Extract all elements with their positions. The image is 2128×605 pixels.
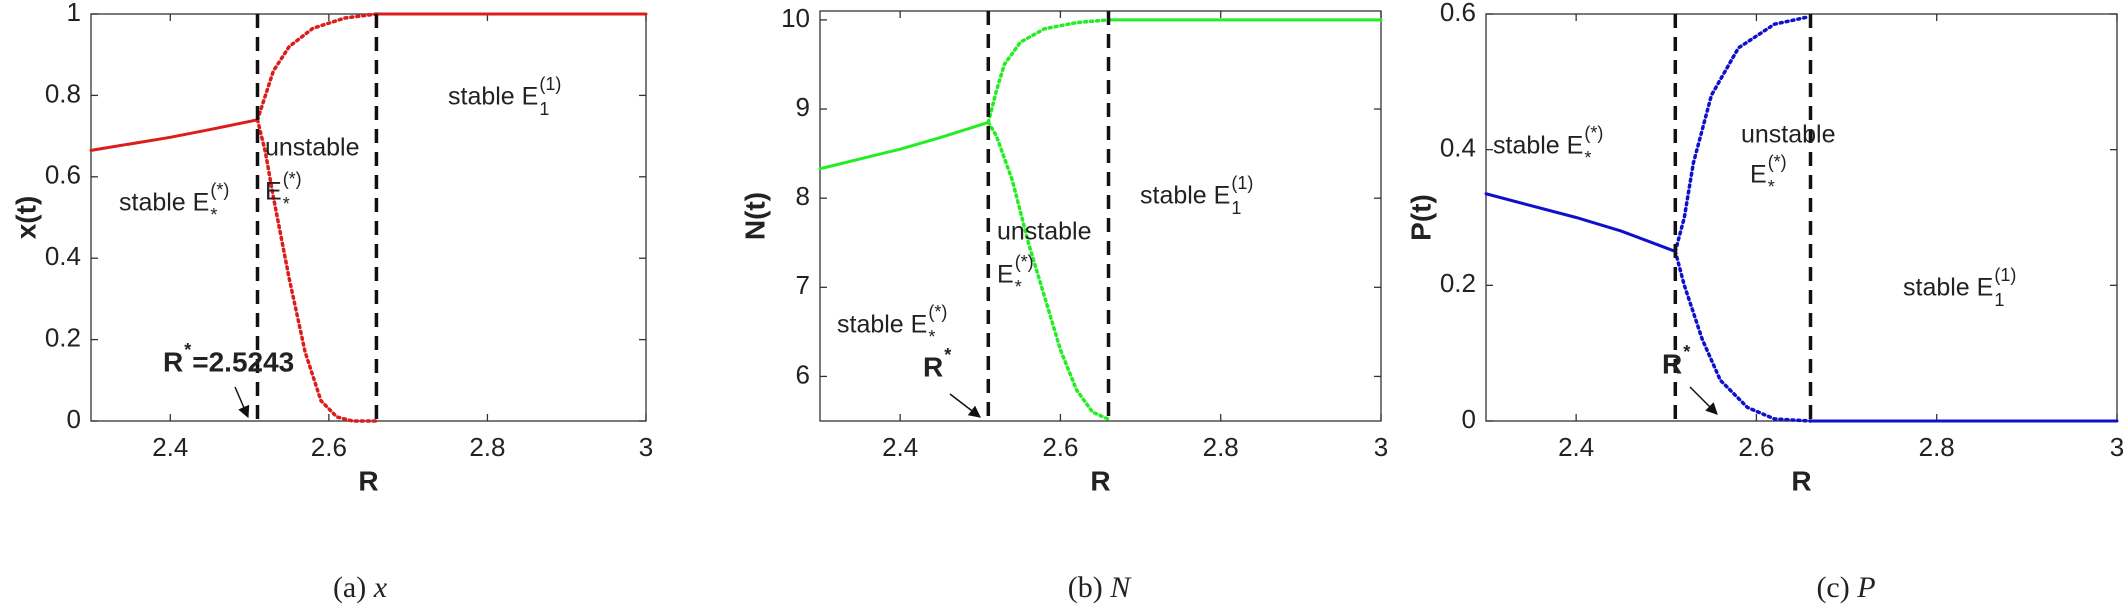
annotation-sup: (*) (928, 302, 947, 322)
y-tick-label: 0.6 (45, 160, 81, 190)
x-tick-label: 3 (1374, 432, 1388, 462)
x-tick-label: 2.6 (1042, 432, 1078, 462)
annotation: stable E (837, 311, 927, 339)
series-line (255, 12, 379, 122)
annotation-tail: =2.5243 (192, 346, 294, 377)
y-tick-label: 0.8 (45, 78, 81, 108)
annotation-sup: (1) (539, 74, 561, 94)
x-tick-label: 2.4 (882, 432, 918, 462)
annotation-sup: (*) (1768, 152, 1787, 172)
annotation-arrow (234, 386, 250, 419)
annotation: unstable (1741, 121, 1836, 149)
series-line (986, 120, 1111, 421)
y-tick-label: 0.4 (45, 241, 81, 271)
annotation: E (1750, 161, 1767, 189)
y-axis-label: N(t) (739, 192, 770, 240)
y-tick-label: 0.6 (1440, 0, 1476, 27)
annotation-sup: (*) (1584, 123, 1603, 143)
annotation-arrow (949, 393, 981, 418)
y-axis-label: x(t) (10, 196, 41, 240)
y-tick-label: 0.4 (1440, 133, 1476, 163)
annotation-sup: (1) (1231, 173, 1253, 193)
x-tick-label: 2.4 (152, 432, 188, 462)
caption-var: x (373, 571, 388, 604)
x-tick-label: 2.6 (311, 432, 347, 462)
y-tick-label: 10 (781, 3, 810, 33)
x-axis-label: R (1090, 465, 1110, 496)
annotation: stable E (119, 189, 209, 217)
x-axis-label: R (358, 465, 378, 496)
x-tick-label: 2.8 (469, 432, 505, 462)
x-tick-label: 2.8 (1203, 432, 1239, 462)
x-tick-label: 2.6 (1738, 432, 1774, 462)
annotation: R (1662, 348, 1682, 379)
x-tick-label: 2.4 (1558, 432, 1594, 462)
series-line (1673, 15, 1808, 254)
x-tick-label: 3 (2110, 432, 2124, 462)
series-line (89, 118, 259, 152)
y-tick-label: 1 (67, 0, 81, 27)
annotation-sub: * (1768, 177, 1775, 197)
annotation: stable E (1903, 274, 1993, 302)
annotation-sup: (*) (1015, 252, 1034, 272)
plot-area (819, 10, 1382, 422)
series-line (818, 120, 990, 171)
x-tick-label: 2.8 (1919, 432, 1955, 462)
annotation-arrow (1689, 386, 1718, 415)
y-tick-label: 0.2 (45, 322, 81, 352)
series-line (986, 18, 1111, 125)
y-tick-label: 9 (796, 92, 810, 122)
caption-label: (a) (333, 571, 366, 604)
x-tick-label: 3 (639, 432, 653, 462)
annotation: stable E (1493, 132, 1583, 160)
annotation-sup: * (184, 340, 191, 360)
annotation-sub: * (1015, 277, 1022, 297)
annotation-sub: * (1584, 148, 1591, 168)
annotation: unstable (997, 218, 1092, 246)
annotation-sub: 1 (539, 99, 549, 119)
y-tick-label: 7 (796, 270, 810, 300)
annotation-sub: * (928, 327, 935, 347)
caption-label: (c) (1816, 571, 1849, 604)
series-line (1484, 192, 1677, 253)
caption: (c) P (1816, 571, 1875, 604)
y-tick-label: 0 (1462, 404, 1476, 434)
series-line (255, 118, 379, 423)
annotation: E (265, 178, 282, 206)
caption-label: (b) (1068, 571, 1103, 604)
plot-area (90, 13, 647, 422)
annotation-sup: * (944, 345, 951, 365)
annotation: unstable (265, 134, 360, 162)
caption: (b) N (1068, 571, 1132, 604)
series-line (1673, 249, 1813, 423)
plot-area (1485, 13, 2118, 422)
annotation-sup: * (1683, 342, 1690, 362)
y-tick-label: 6 (796, 359, 810, 389)
annotation-sup: (1) (1994, 265, 2016, 285)
y-tick-label: 0 (67, 404, 81, 434)
annotation-sub: * (210, 205, 217, 225)
y-tick-label: 0.2 (1440, 268, 1476, 298)
annotation: stable E (1140, 182, 1230, 210)
annotation: stable E (448, 83, 538, 111)
y-axis-label: P(t) (1405, 194, 1436, 241)
annotation-sup: (*) (210, 180, 229, 200)
annotation-sub: 1 (1231, 198, 1241, 218)
annotation: R (923, 351, 943, 382)
annotation-sup: (*) (283, 169, 302, 189)
caption-var: N (1109, 571, 1132, 604)
annotation: R (163, 346, 183, 377)
annotation: E (997, 261, 1014, 289)
annotation-sub: 1 (1994, 290, 2004, 310)
caption-var: P (1856, 571, 1875, 604)
y-tick-label: 8 (796, 181, 810, 211)
annotation-sub: * (283, 194, 290, 214)
caption: (a) x (333, 571, 388, 604)
x-axis-label: R (1791, 465, 1811, 496)
